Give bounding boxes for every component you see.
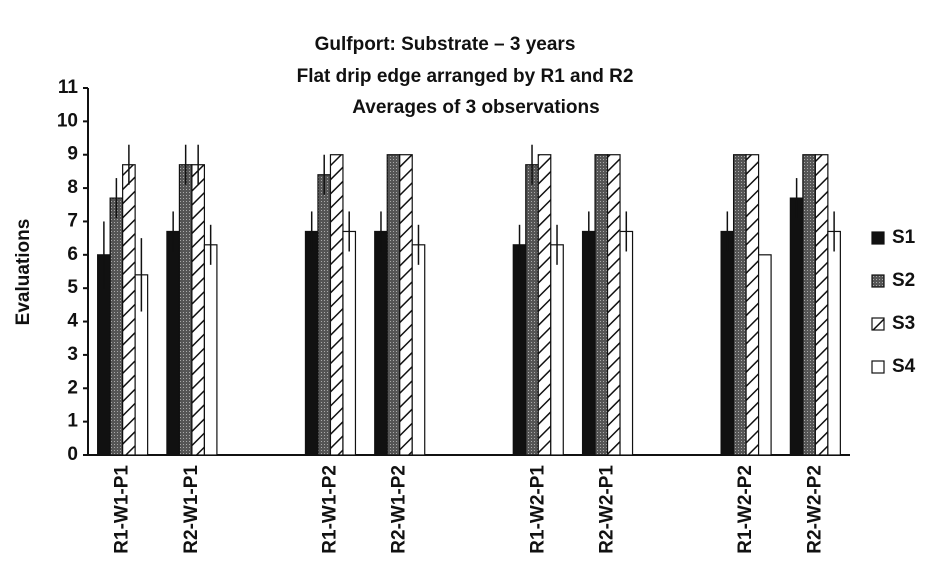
legend-label: S3 (892, 313, 915, 334)
y-tick-label: 5 (67, 277, 78, 298)
bar (329, 154, 344, 456)
x-tick-label: R1-W1-P1 (112, 465, 133, 554)
chart-subtitle: Averages of 3 observations (352, 97, 599, 118)
bar (594, 154, 609, 456)
y-tick-label: 3 (67, 344, 78, 365)
bar (732, 154, 747, 456)
y-tick-label: 10 (57, 110, 78, 131)
bar (411, 244, 426, 456)
bar (109, 197, 124, 456)
y-tick-label: 11 (58, 77, 79, 98)
x-tick-label: R2-W1-P2 (389, 465, 410, 554)
bar (757, 254, 772, 456)
y-tick-label: 9 (67, 144, 78, 165)
bar (317, 174, 332, 456)
bar (178, 164, 193, 456)
bar (166, 230, 181, 456)
x-tick-label: R1-W2-P2 (735, 465, 756, 554)
bar (789, 197, 804, 456)
legend-label: S4 (892, 356, 916, 377)
legend-swatch (871, 231, 885, 245)
y-tick-label: 2 (67, 377, 78, 398)
bar (525, 164, 539, 456)
bar (191, 164, 206, 456)
x-tick-label: R1-W2-P1 (527, 465, 548, 554)
bar (399, 154, 413, 456)
x-tick-label: R2-W1-P1 (181, 465, 202, 554)
bar (745, 154, 760, 456)
x-tick-label: R2-W2-P2 (804, 465, 825, 554)
bar (802, 154, 816, 456)
bar (720, 230, 735, 456)
bar (386, 154, 401, 456)
legend-label: S2 (892, 270, 915, 291)
bar (304, 230, 319, 456)
bar (619, 230, 634, 456)
bar (203, 244, 218, 456)
legend-swatch (871, 274, 885, 288)
chart-title: Gulfport: Substrate – 3 years (315, 34, 576, 55)
y-tick-label: 7 (67, 210, 78, 231)
y-tick-label: 8 (67, 177, 78, 198)
x-tick-label: R1-W1-P2 (319, 465, 340, 554)
bar (122, 164, 136, 456)
y-tick-label: 0 (67, 444, 78, 465)
bar (512, 244, 527, 456)
legend-swatch (871, 360, 885, 374)
bar (827, 230, 841, 456)
legend-label: S1 (892, 227, 916, 248)
bar (374, 230, 388, 456)
y-axis-label: Evaluations (13, 219, 34, 326)
y-tick-label: 4 (67, 311, 78, 332)
y-tick-label: 1 (67, 411, 78, 432)
legend-swatch (871, 317, 885, 331)
bar (814, 154, 829, 456)
bar (537, 154, 552, 456)
bar (342, 230, 357, 456)
bar (606, 154, 621, 456)
bar (550, 244, 564, 456)
bar (581, 230, 596, 456)
y-tick-label: 6 (67, 244, 78, 265)
chart-subtitle: Flat drip edge arranged by R1 and R2 (297, 66, 634, 87)
x-tick-label: R2-W2-P1 (597, 465, 618, 554)
